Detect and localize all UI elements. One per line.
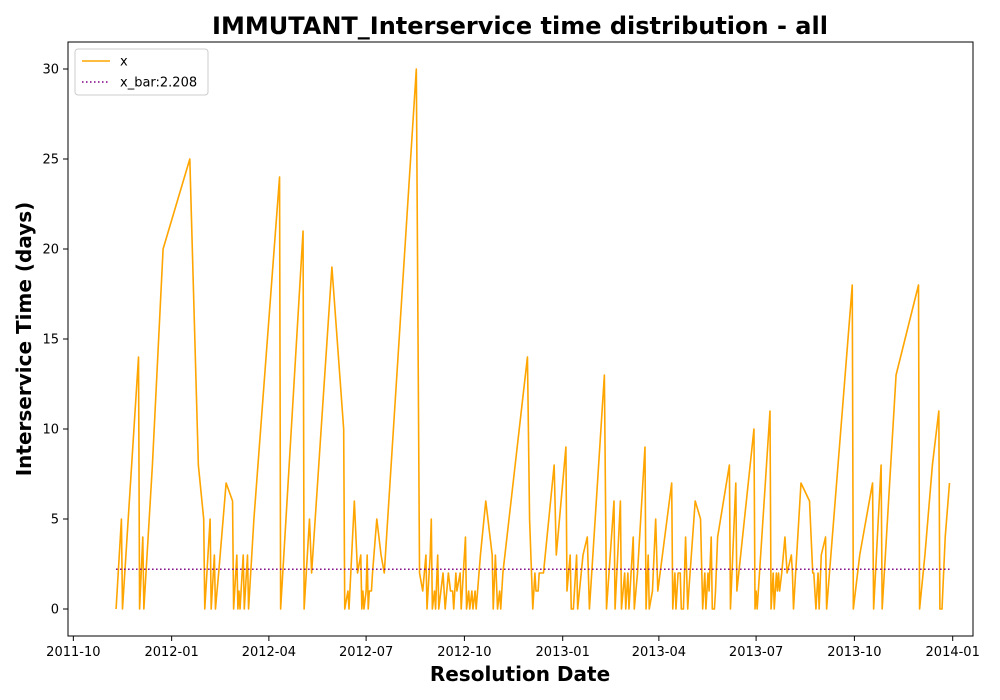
y-axis-label: Interservice Time (days) xyxy=(12,202,36,477)
legend: x x_bar:2.208 xyxy=(74,48,209,96)
x-tick-label: 2012-07 xyxy=(339,645,393,660)
x-tick-label: 2013-10 xyxy=(827,645,881,660)
x-axis: 2011-10 2012-01 2012-04 2012-07 2012-10 2013-… xyxy=(46,636,980,660)
y-axis: 0 5 10 15 20 25 30 xyxy=(42,63,68,618)
legend-label-1: x xyxy=(120,55,128,70)
x-tick-label: 2012-04 xyxy=(242,645,296,660)
x-tick-label: 2012-10 xyxy=(437,645,491,660)
y-tick-label: 30 xyxy=(42,63,59,78)
y-tick-label: 25 xyxy=(42,153,59,168)
y-tick-label: 0 xyxy=(51,603,59,618)
y-tick-label: 5 xyxy=(51,513,59,528)
chart-title: IMMUTANT_Interservice time distribution … xyxy=(212,12,828,40)
legend-label-2: x_bar:2.208 xyxy=(120,76,197,91)
x-axis-label: Resolution Date xyxy=(430,662,610,686)
y-tick-label: 10 xyxy=(42,423,59,438)
y-tick-label: 15 xyxy=(42,333,59,348)
x-tick-label: 2013-01 xyxy=(536,645,590,660)
plot-area xyxy=(115,68,951,610)
x-tick-label: 2012-01 xyxy=(144,645,198,660)
series-line-1 xyxy=(115,68,951,610)
x-tick-label: 2013-07 xyxy=(729,645,783,660)
x-tick-label: 2013-04 xyxy=(632,645,686,660)
x-tick-label: 2011-10 xyxy=(46,645,100,660)
x-tick-label: 2014-01 xyxy=(926,645,980,660)
y-tick-label: 20 xyxy=(42,243,59,258)
